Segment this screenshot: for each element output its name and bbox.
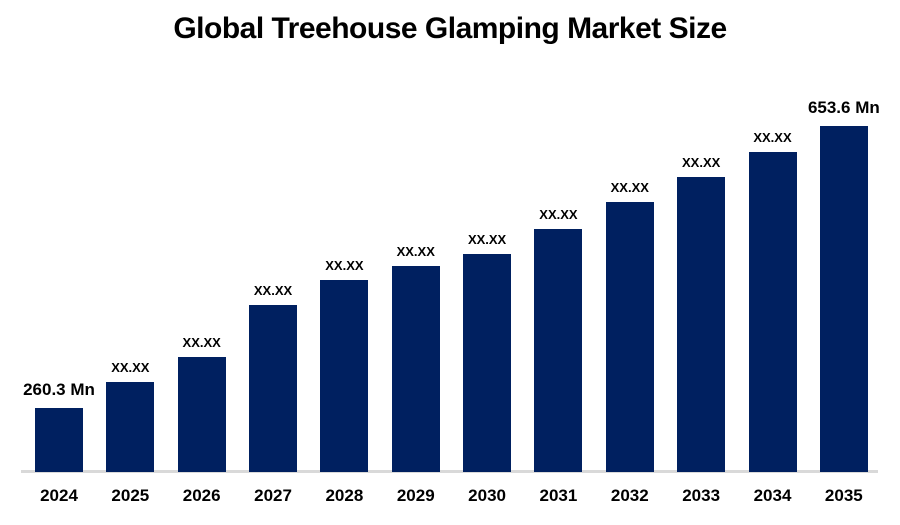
bar-value-label-2024: 260.3 Mn [23, 380, 95, 399]
bar-2029 [391, 266, 440, 472]
x-axis-label-2032: 2032 [610, 486, 649, 505]
x-axis-label-2028: 2028 [325, 486, 364, 505]
x-axis-label-2035: 2035 [824, 486, 863, 505]
bar-2033 [677, 177, 726, 472]
bar-2035 [819, 126, 868, 472]
bar-value-label-2032: XX.XX [610, 180, 649, 195]
bar-value-label-2027: XX.XX [253, 283, 293, 298]
x-axis-label-2029: 2029 [396, 486, 435, 505]
bar-value-label-2035: 653.6 Mn [807, 98, 880, 117]
chart-title: Global Treehouse Glamping Market Size [173, 12, 727, 45]
bar-2027 [249, 305, 298, 472]
bar-value-label-2030: XX.XX [467, 232, 507, 247]
x-axis-label-2024: 2024 [40, 486, 78, 505]
bar-2024 [35, 408, 83, 472]
bar-2025 [106, 382, 155, 472]
bar-value-label-2031: XX.XX [539, 207, 578, 222]
x-axis-label-2030: 2030 [468, 486, 506, 505]
x-axis-label-2025: 2025 [111, 486, 150, 505]
bar-value-label-2025: XX.XX [111, 360, 150, 375]
bar-2032 [605, 202, 654, 472]
x-axis-label-2031: 2031 [539, 486, 578, 505]
x-axis-label-2034: 2034 [753, 486, 792, 505]
bar-2031 [534, 229, 583, 472]
bar-value-label-2026: XX.XX [182, 335, 221, 350]
x-axis-label-2027: 2027 [254, 486, 292, 505]
bar-value-label-2028: XX.XX [325, 258, 364, 273]
x-axis-label-2026: 2026 [182, 486, 221, 505]
bar-value-label-2034: XX.XX [753, 130, 792, 145]
x-axis-line [21, 470, 878, 473]
bar-2030 [463, 254, 512, 472]
bar-value-label-2029: XX.XX [396, 244, 435, 259]
bar-value-label-2033: XX.XX [681, 155, 721, 170]
bar-2034 [748, 152, 797, 472]
x-axis-label-2033: 2033 [682, 486, 721, 505]
bar-2028 [320, 280, 369, 472]
bar-2026 [177, 357, 226, 472]
